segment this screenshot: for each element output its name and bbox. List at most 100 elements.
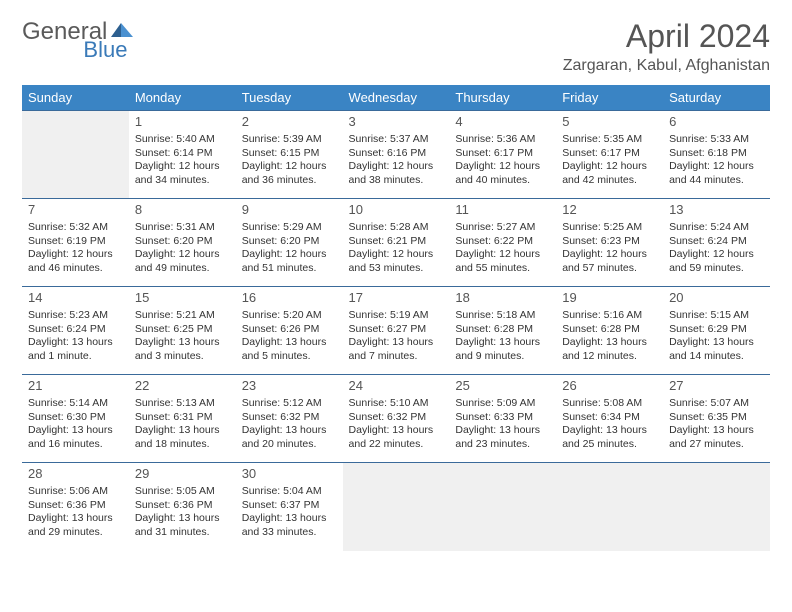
day-number: 3 — [349, 114, 444, 131]
logo: General Blue — [22, 18, 181, 46]
sunrise-text: Sunrise: 5:24 AM — [669, 221, 764, 235]
day-number: 10 — [349, 202, 444, 219]
daylight-text: Daylight: 12 hours — [349, 160, 444, 174]
sunrise-text: Sunrise: 5:10 AM — [349, 397, 444, 411]
day-number: 22 — [135, 378, 230, 395]
calendar-cell: 3 Sunrise: 5:37 AMSunset: 6:16 PMDaylight… — [343, 111, 450, 199]
sunrise-text: Sunrise: 5:31 AM — [135, 221, 230, 235]
daylight-text: Daylight: 12 hours — [135, 160, 230, 174]
sunset-text: Sunset: 6:23 PM — [562, 235, 657, 249]
day-number: 1 — [135, 114, 230, 131]
daylight-text: and 23 minutes. — [455, 438, 550, 452]
weekday-header: Saturday — [663, 85, 770, 111]
sunrise-text: Sunrise: 5:16 AM — [562, 309, 657, 323]
sunset-text: Sunset: 6:24 PM — [28, 323, 123, 337]
sunrise-text: Sunrise: 5:35 AM — [562, 133, 657, 147]
calendar-row: 14Sunrise: 5:23 AMSunset: 6:24 PMDayligh… — [22, 287, 770, 375]
daylight-text: and 25 minutes. — [562, 438, 657, 452]
weekday-header: Thursday — [449, 85, 556, 111]
sunset-text: Sunset: 6:36 PM — [28, 499, 123, 513]
sunset-text: Sunset: 6:35 PM — [669, 411, 764, 425]
daylight-text: Daylight: 13 hours — [349, 424, 444, 438]
sunrise-text: Sunrise: 5:06 AM — [28, 485, 123, 499]
daylight-text: Daylight: 13 hours — [455, 424, 550, 438]
calendar-cell: 15Sunrise: 5:21 AMSunset: 6:25 PMDayligh… — [129, 287, 236, 375]
daylight-text: Daylight: 12 hours — [455, 248, 550, 262]
title-block: April 2024 Zargaran, Kabul, Afghanistan — [563, 18, 770, 75]
day-number: 11 — [455, 202, 550, 219]
sunrise-text: Sunrise: 5:39 AM — [242, 133, 337, 147]
daylight-text: and 53 minutes. — [349, 262, 444, 276]
day-number: 4 — [455, 114, 550, 131]
calendar-row: 21Sunrise: 5:14 AMSunset: 6:30 PMDayligh… — [22, 375, 770, 463]
day-number: 30 — [242, 466, 337, 483]
sunset-text: Sunset: 6:20 PM — [242, 235, 337, 249]
sunrise-text: Sunrise: 5:12 AM — [242, 397, 337, 411]
day-number: 28 — [28, 466, 123, 483]
calendar-cell: 1Sunrise: 5:40 AMSunset: 6:14 PMDaylight… — [129, 111, 236, 199]
day-number: 7 — [28, 202, 123, 219]
calendar-body: 1Sunrise: 5:40 AMSunset: 6:14 PMDaylight… — [22, 111, 770, 551]
daylight-text: Daylight: 13 hours — [135, 512, 230, 526]
daylight-text: and 12 minutes. — [562, 350, 657, 364]
daylight-text: Daylight: 13 hours — [242, 336, 337, 350]
calendar-cell — [449, 463, 556, 551]
daylight-text: Daylight: 13 hours — [562, 424, 657, 438]
sunset-text: Sunset: 6:30 PM — [28, 411, 123, 425]
sunset-text: Sunset: 6:28 PM — [455, 323, 550, 337]
sunrise-text: Sunrise: 5:08 AM — [562, 397, 657, 411]
sunset-text: Sunset: 6:32 PM — [349, 411, 444, 425]
daylight-text: and 3 minutes. — [135, 350, 230, 364]
calendar-cell: 14Sunrise: 5:23 AMSunset: 6:24 PMDayligh… — [22, 287, 129, 375]
daylight-text: and 34 minutes. — [135, 174, 230, 188]
sunset-text: Sunset: 6:17 PM — [455, 147, 550, 161]
day-number: 9 — [242, 202, 337, 219]
sunset-text: Sunset: 6:25 PM — [135, 323, 230, 337]
day-number: 14 — [28, 290, 123, 307]
sunrise-text: Sunrise: 5:28 AM — [349, 221, 444, 235]
sunset-text: Sunset: 6:36 PM — [135, 499, 230, 513]
sunset-text: Sunset: 6:21 PM — [349, 235, 444, 249]
daylight-text: Daylight: 12 hours — [242, 248, 337, 262]
day-number: 15 — [135, 290, 230, 307]
day-number: 17 — [349, 290, 444, 307]
daylight-text: Daylight: 13 hours — [28, 512, 123, 526]
header: General Blue April 2024 Zargaran, Kabul,… — [22, 18, 770, 75]
daylight-text: and 59 minutes. — [669, 262, 764, 276]
calendar-cell: 11Sunrise: 5:27 AMSunset: 6:22 PMDayligh… — [449, 199, 556, 287]
daylight-text: and 49 minutes. — [135, 262, 230, 276]
sunset-text: Sunset: 6:26 PM — [242, 323, 337, 337]
daylight-text: Daylight: 13 hours — [28, 336, 123, 350]
daylight-text: and 55 minutes. — [455, 262, 550, 276]
calendar-cell: 10Sunrise: 5:28 AMSunset: 6:21 PMDayligh… — [343, 199, 450, 287]
calendar-cell — [22, 111, 129, 199]
sunset-text: Sunset: 6:32 PM — [242, 411, 337, 425]
daylight-text: and 57 minutes. — [562, 262, 657, 276]
day-number: 23 — [242, 378, 337, 395]
sunset-text: Sunset: 6:16 PM — [349, 147, 444, 161]
day-number: 5 — [562, 114, 657, 131]
daylight-text: Daylight: 13 hours — [349, 336, 444, 350]
daylight-text: and 18 minutes. — [135, 438, 230, 452]
calendar-cell: 25Sunrise: 5:09 AMSunset: 6:33 PMDayligh… — [449, 375, 556, 463]
calendar-cell: 18Sunrise: 5:18 AMSunset: 6:28 PMDayligh… — [449, 287, 556, 375]
daylight-text: and 31 minutes. — [135, 526, 230, 540]
day-number: 16 — [242, 290, 337, 307]
daylight-text: Daylight: 13 hours — [562, 336, 657, 350]
sunrise-text: Sunrise: 5:07 AM — [669, 397, 764, 411]
daylight-text: and 33 minutes. — [242, 526, 337, 540]
daylight-text: Daylight: 13 hours — [28, 424, 123, 438]
day-number: 18 — [455, 290, 550, 307]
weekday-header: Friday — [556, 85, 663, 111]
sunset-text: Sunset: 6:15 PM — [242, 147, 337, 161]
sunrise-text: Sunrise: 5:20 AM — [242, 309, 337, 323]
calendar-cell: 27Sunrise: 5:07 AMSunset: 6:35 PMDayligh… — [663, 375, 770, 463]
daylight-text: Daylight: 12 hours — [669, 248, 764, 262]
calendar-cell: 29Sunrise: 5:05 AMSunset: 6:36 PMDayligh… — [129, 463, 236, 551]
daylight-text: Daylight: 13 hours — [242, 424, 337, 438]
sunset-text: Sunset: 6:18 PM — [669, 147, 764, 161]
daylight-text: Daylight: 13 hours — [669, 424, 764, 438]
sunrise-text: Sunrise: 5:04 AM — [242, 485, 337, 499]
daylight-text: Daylight: 12 hours — [135, 248, 230, 262]
sunrise-text: Sunrise: 5:37 AM — [349, 133, 444, 147]
